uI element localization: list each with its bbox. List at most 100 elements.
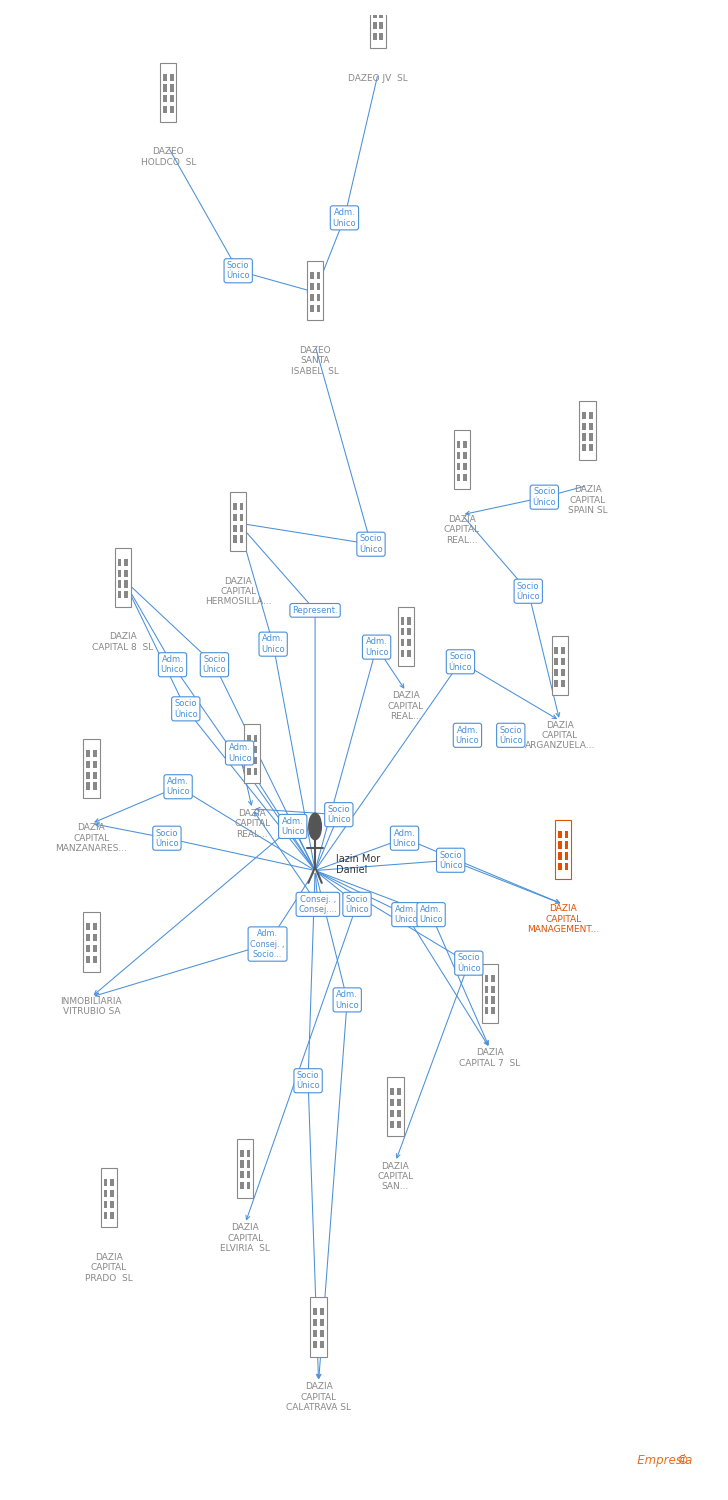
Bar	[240, 1182, 244, 1190]
Bar	[390, 1110, 394, 1118]
Bar	[565, 831, 569, 837]
Bar	[124, 558, 128, 566]
Bar	[565, 852, 569, 859]
Bar	[463, 474, 467, 482]
Text: Socio
Único: Socio Único	[457, 954, 480, 974]
Bar	[86, 956, 90, 963]
Text: Socio
Único: Socio Único	[439, 850, 462, 870]
Bar	[93, 945, 97, 952]
Bar	[115, 548, 131, 608]
Text: Adm.
Unico: Adm. Unico	[365, 638, 389, 657]
Bar	[397, 1120, 400, 1128]
Bar	[379, 10, 383, 18]
Bar	[240, 1149, 244, 1156]
Text: Socio
Único: Socio Único	[296, 1071, 320, 1090]
Bar	[93, 771, 97, 778]
Bar	[561, 646, 565, 654]
Bar	[247, 768, 250, 776]
Bar	[463, 464, 467, 470]
Text: DAZIA
CAPITAL
REAL...: DAZIA CAPITAL REAL...	[234, 808, 270, 838]
Text: DAZIA
CAPITAL 7  SL: DAZIA CAPITAL 7 SL	[459, 1048, 521, 1068]
Bar	[310, 304, 314, 312]
Text: DAZIA
CAPITAL
SPAIN SL: DAZIA CAPITAL SPAIN SL	[568, 486, 607, 514]
Bar	[397, 1088, 400, 1095]
Text: Socio
Único: Socio Único	[345, 894, 369, 914]
Bar	[118, 591, 122, 598]
Bar	[317, 284, 320, 290]
Bar	[247, 1149, 250, 1156]
Bar	[558, 852, 562, 859]
Bar	[565, 864, 569, 870]
Text: DAZEO
SANTA
ISABEL  SL: DAZEO SANTA ISABEL SL	[291, 346, 339, 375]
Bar	[170, 106, 173, 114]
Bar	[390, 1098, 394, 1106]
Text: DAZIA
CAPITAL
PRADO  SL: DAZIA CAPITAL PRADO SL	[85, 1252, 132, 1282]
Bar	[111, 1190, 114, 1197]
Bar	[400, 618, 405, 624]
Bar	[320, 1318, 324, 1326]
Bar	[103, 1179, 108, 1186]
Bar	[310, 294, 314, 302]
Bar	[118, 570, 122, 576]
Bar	[93, 934, 97, 940]
Text: Socio
Único: Socio Único	[448, 652, 472, 672]
Bar	[558, 864, 562, 870]
Bar	[240, 536, 243, 543]
Bar	[454, 430, 470, 489]
Bar	[582, 411, 586, 419]
Bar	[565, 842, 569, 849]
Bar	[310, 1298, 327, 1356]
Bar	[310, 284, 314, 290]
Bar	[408, 639, 411, 646]
Bar	[456, 474, 460, 482]
Bar	[589, 423, 593, 429]
Bar	[247, 1182, 250, 1190]
Bar	[103, 1190, 108, 1197]
Bar	[86, 922, 90, 930]
Bar	[485, 1008, 488, 1014]
Bar	[320, 1330, 324, 1338]
Bar	[111, 1202, 114, 1208]
Bar	[100, 1168, 117, 1227]
Text: DAZIA
CAPITAL
SAN...: DAZIA CAPITAL SAN...	[377, 1161, 414, 1191]
Text: Socio
Único: Socio Único	[499, 726, 523, 746]
Bar	[230, 492, 246, 550]
Bar	[124, 580, 128, 588]
Text: Socio
Único: Socio Único	[532, 488, 556, 507]
Bar	[379, 0, 383, 8]
Text: INMOBILIARIA
VITRUBIO SA: INMOBILIARIA VITRUBIO SA	[60, 998, 122, 1017]
Bar	[552, 636, 568, 694]
Bar	[397, 1098, 400, 1106]
Bar	[555, 646, 558, 654]
Bar	[93, 760, 97, 768]
Text: DAZIA
CAPITAL
REAL...: DAZIA CAPITAL REAL...	[388, 692, 424, 722]
Bar	[561, 657, 565, 664]
Bar	[397, 606, 414, 666]
Bar	[400, 650, 405, 657]
Text: lazin Mor
Daniel: lazin Mor Daniel	[336, 853, 380, 876]
Bar	[491, 1008, 495, 1014]
Bar	[485, 996, 488, 1004]
Text: DAZIA
CAPITAL
MANAGEMENT...: DAZIA CAPITAL MANAGEMENT...	[527, 904, 599, 934]
Text: Represent.: Represent.	[292, 606, 338, 615]
Bar	[124, 591, 128, 598]
Bar	[103, 1202, 108, 1208]
Bar	[373, 22, 376, 28]
Bar	[233, 503, 237, 510]
Bar	[589, 444, 593, 452]
Text: Socio
Único: Socio Único	[174, 699, 197, 718]
Bar	[317, 272, 320, 279]
Text: DAZEO
HOLDCO  SL: DAZEO HOLDCO SL	[141, 147, 196, 166]
Text: DAZIA
CAPITAL
ARGANZUELA...: DAZIA CAPITAL ARGANZUELA...	[524, 720, 595, 750]
Text: Socio
Único: Socio Único	[359, 534, 383, 554]
Bar	[124, 570, 128, 576]
Bar	[555, 680, 558, 687]
Text: Adm.
Unico: Adm. Unico	[333, 209, 356, 228]
Bar	[93, 922, 97, 930]
Bar	[244, 724, 261, 783]
Bar	[310, 272, 314, 279]
Bar	[582, 444, 586, 452]
Bar	[233, 513, 237, 520]
Bar	[86, 760, 90, 768]
Bar	[233, 536, 237, 543]
